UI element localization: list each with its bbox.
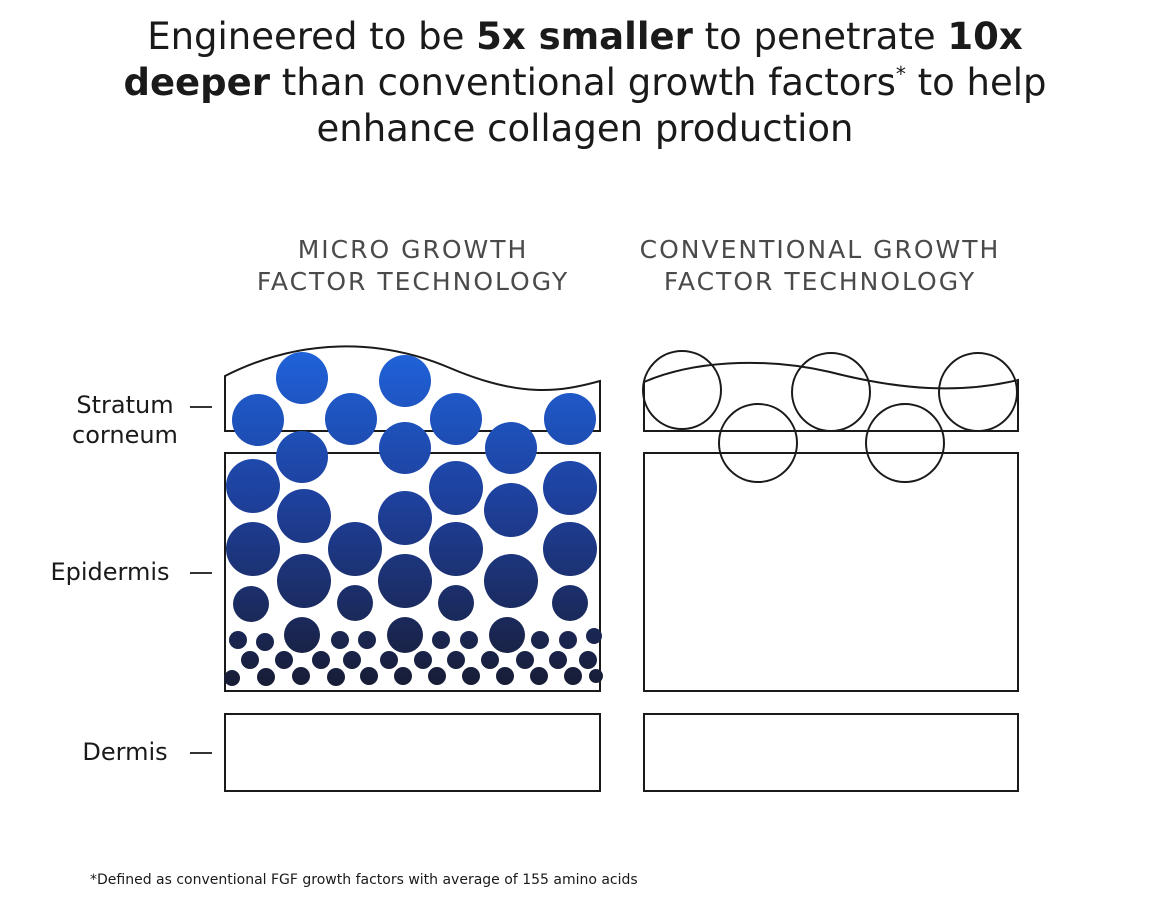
micro-particle [496, 667, 514, 685]
micro-particle [360, 667, 378, 685]
micro-particle [543, 522, 597, 576]
epidermis-label: Epidermis [50, 558, 170, 586]
micro-particle [484, 554, 538, 608]
micro-particle [226, 459, 280, 513]
micro-particle [460, 631, 478, 649]
micro-particle [275, 651, 293, 669]
micro-particle [543, 461, 597, 515]
micro-particle [229, 631, 247, 649]
micro-particle [241, 651, 259, 669]
conventional-skin-layers [643, 361, 1019, 792]
micro-particle [579, 651, 597, 669]
conventional-particle [938, 352, 1018, 432]
conventional-epidermis-layer [643, 452, 1019, 692]
headline-bold-1: 5x smaller [476, 15, 693, 58]
micro-particle [564, 667, 582, 685]
micro-particle [414, 651, 432, 669]
micro-particle [328, 522, 382, 576]
micro-dermis-layer [224, 713, 601, 792]
conventional-particles [642, 350, 1018, 483]
micro-stratum-corneum-layer [224, 345, 601, 432]
micro-particle [232, 394, 284, 446]
micro-particle [276, 431, 328, 483]
micro-particle [257, 668, 275, 686]
micro-particle [224, 670, 240, 686]
micro-column-title: MICRO GROWTH FACTOR TECHNOLOGY [213, 234, 613, 298]
conventional-column-title: CONVENTIONAL GROWTH FACTOR TECHNOLOGY [620, 234, 1020, 298]
micro-particle [589, 669, 603, 683]
micro-title-line-1: MICRO GROWTH [297, 235, 529, 264]
micro-particle [552, 585, 588, 621]
conventional-dermis-layer [643, 713, 1019, 792]
micro-particle [331, 631, 349, 649]
micro-particle [484, 483, 538, 537]
micro-particle [292, 667, 310, 685]
footnote: *Defined as conventional FGF growth fact… [90, 872, 638, 888]
dermis-leader-line [190, 752, 212, 754]
micro-particle [277, 489, 331, 543]
headline-text-2: to penetrate [692, 15, 948, 58]
conventional-particle [642, 350, 722, 430]
conventional-title-line-1: CONVENTIONAL GROWTH [639, 235, 1001, 264]
conventional-particle [718, 403, 798, 483]
stratum-leader-line [190, 406, 212, 408]
epidermis-leader-line [190, 572, 212, 574]
micro-particle [380, 651, 398, 669]
micro-particle [429, 461, 483, 515]
micro-particle [325, 393, 377, 445]
micro-particle [432, 631, 450, 649]
dermis-label: Dermis [82, 738, 168, 766]
micro-particle [530, 667, 548, 685]
headline-bold-2: 10x deeper [123, 15, 1023, 104]
micro-particle [394, 667, 412, 685]
micro-particles [224, 352, 603, 686]
stratum-corneum-label: Stratum corneum [50, 390, 200, 450]
headline-text-4: to help enhance collagen production [316, 61, 1047, 150]
micro-particle [428, 667, 446, 685]
stratum-label-line-2: corneum [72, 421, 178, 449]
micro-particle [284, 617, 320, 653]
micro-particle [544, 393, 596, 445]
micro-particle [430, 393, 482, 445]
conventional-stratum-corneum-layer [643, 361, 1019, 432]
micro-particle [378, 491, 432, 545]
micro-particle [343, 651, 361, 669]
conventional-particle [791, 352, 871, 432]
conventional-particle [865, 403, 945, 483]
micro-particle [256, 633, 274, 651]
headline-asterisk: * [895, 62, 906, 86]
micro-particle [516, 651, 534, 669]
micro-particle [277, 554, 331, 608]
headline-text-1: Engineered to be [147, 15, 477, 58]
micro-particle [327, 668, 345, 686]
micro-particle [586, 628, 602, 644]
micro-particle [531, 631, 549, 649]
micro-particle [378, 554, 432, 608]
headline: Engineered to be 5x smaller to penetrate… [85, 14, 1085, 152]
micro-particle [489, 617, 525, 653]
micro-particle [559, 631, 577, 649]
micro-particle [379, 422, 431, 474]
micro-particle [429, 522, 483, 576]
micro-particle [226, 522, 280, 576]
micro-particle [276, 352, 328, 404]
micro-particle [481, 651, 499, 669]
micro-particle [485, 422, 537, 474]
micro-particle [387, 617, 423, 653]
micro-particle [233, 586, 269, 622]
headline-text-3: than conventional growth factors [269, 61, 896, 104]
micro-title-line-2: FACTOR TECHNOLOGY [256, 267, 570, 296]
micro-particle [312, 651, 330, 669]
micro-particle [337, 585, 373, 621]
micro-particle [462, 667, 480, 685]
micro-particle [379, 355, 431, 407]
micro-particle [447, 651, 465, 669]
micro-particle [438, 585, 474, 621]
micro-particle [549, 651, 567, 669]
micro-particle [358, 631, 376, 649]
conventional-title-line-2: FACTOR TECHNOLOGY [663, 267, 977, 296]
stratum-label-line-1: Stratum [76, 391, 174, 419]
